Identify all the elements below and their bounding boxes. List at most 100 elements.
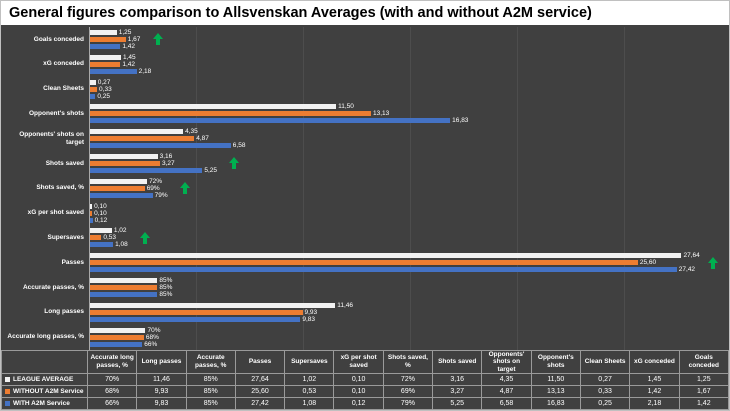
table-cell: 70%	[86, 373, 138, 386]
bar-value-label: 1,45	[123, 53, 136, 61]
chart-title: General figures comparison to Allsvenska…	[1, 1, 729, 25]
bar-with-a2m-service	[90, 93, 96, 99]
bar-league-average	[90, 178, 148, 184]
bar-line: 1,08	[90, 241, 729, 248]
bar-without-a2m-service	[90, 36, 126, 42]
category-label: Accurate long passes, %	[7, 333, 84, 341]
table-cell: 1,42	[629, 385, 680, 398]
bar-value-label: 27,42	[678, 266, 696, 274]
bar-line: 1,45	[90, 53, 729, 61]
table-cell: 85%	[185, 397, 236, 410]
table-row-with-a2m-service: WITH A2M Service 66% 9,83 85% 27,42 1,08 0,12 7…	[1, 397, 729, 410]
chart-category-row: Clean Sheets 0,27 0,33 0,25	[1, 76, 729, 102]
table-cell: 27,64	[234, 373, 286, 386]
table-cell: 0,33	[579, 385, 631, 398]
table-cell: 6,58	[481, 397, 532, 410]
category-bars: 11,46 9,93 9,83	[89, 299, 729, 325]
bar-value-label: 79%	[154, 191, 168, 199]
data-table: Accurate long passes, % Long passes Accura…	[1, 349, 729, 410]
bar-line: 9,93	[90, 309, 729, 316]
bar-line: 69%	[90, 185, 729, 192]
bar-line: 9,83	[90, 315, 729, 323]
table-cell: 68%	[86, 385, 138, 398]
table-cell: 27,42	[234, 397, 286, 410]
table-cell: 0,12	[333, 397, 384, 410]
table-header-row: Accurate long passes, % Long passes Accura…	[1, 349, 729, 375]
category-bars: 1,25 1,67 1,42	[89, 27, 729, 52]
bar-with-a2m-service	[90, 341, 143, 347]
bar-value-label: 72%	[149, 177, 163, 185]
bar-line: 2,18	[90, 67, 729, 75]
bar-chart-plot-area: Goals conceded 1,25 1,67 1,42 xG conceded 1,4…	[1, 25, 729, 350]
chart-category-row: Shots saved, % 72% 69% 79%	[1, 175, 729, 201]
bar-value-label: 11,46	[337, 301, 354, 309]
bar-without-a2m-service	[90, 235, 102, 241]
table-cell: 5,25	[432, 397, 483, 410]
bar-value-label: 85%	[159, 291, 173, 299]
bar-league-average	[90, 104, 337, 110]
bar-without-a2m-service	[90, 136, 195, 142]
table-cell: 85%	[185, 385, 236, 398]
table-row-without-a2m-service: WITHOUT A2M Service 68% 9,93 85% 25,60 0,53 0,…	[1, 385, 729, 398]
table-header-opponents-shots-on-target: Opponents' shots on target	[481, 349, 532, 375]
improvement-arrow-icon	[229, 157, 240, 170]
table-cell: 3,27	[432, 385, 483, 398]
bar-value-label: 0,25	[97, 92, 110, 100]
bar-value-label: 13,13	[372, 110, 390, 118]
category-bars: 72% 69% 79%	[89, 175, 729, 201]
bar-line: 0,27	[90, 78, 729, 86]
category-label: Goals conceded	[33, 35, 84, 43]
bar-line: 13,13	[90, 110, 729, 118]
table-cell: 11,46	[136, 373, 187, 386]
bar-value-label: 0,27	[97, 78, 111, 86]
bar-line: 4,35	[90, 128, 729, 136]
table-cell: 0,10	[333, 373, 384, 386]
table-cell: 1,25	[678, 373, 729, 386]
category-bars: 3,16 3,27 5,25	[89, 151, 729, 176]
table-cell: 16,83	[530, 397, 581, 410]
bar-line: 1,67	[90, 36, 729, 43]
bar-without-a2m-service	[90, 309, 303, 315]
table-header-long-passes: Long passes	[136, 349, 187, 375]
bar-without-a2m-service	[90, 61, 121, 67]
table-cell: 1,67	[678, 385, 729, 398]
bar-line: 27,64	[90, 252, 729, 259]
bar-value-label: 4,87	[196, 135, 209, 143]
bar-line: 1,25	[90, 28, 729, 36]
table-header-clean-sheets: Clean Sheets	[579, 349, 631, 375]
category-label: Accurate passes, %	[22, 283, 84, 291]
chart-category-row: Accurate long passes, % 70% 68% 66%	[1, 324, 729, 350]
table-cell: 25,60	[234, 385, 286, 398]
improvement-arrow-icon	[152, 33, 163, 46]
table-cell: 0,27	[579, 373, 631, 386]
bar-value-label: 1,25	[118, 28, 132, 36]
category-label: Opponents' shots on target	[19, 130, 84, 146]
legend-swatch	[5, 376, 10, 382]
legend-swatch	[5, 400, 10, 406]
chart-category-row: Goals conceded 1,25 1,67 1,42	[1, 27, 729, 52]
bar-with-a2m-service	[90, 316, 301, 322]
bar-line: 3,16	[90, 152, 729, 160]
table-header-xg-per-shot-saved: xG per shot saved	[333, 349, 384, 375]
bar-league-average	[90, 228, 112, 234]
bar-line: 11,46	[90, 301, 729, 309]
table-header-xg-conceded: xG conceded	[629, 349, 680, 375]
bar-league-average	[90, 153, 158, 159]
bar-value-label: 0,53	[103, 234, 116, 242]
table-header-passes: Passes	[234, 349, 286, 375]
bar-without-a2m-service	[90, 210, 93, 216]
bar-with-a2m-service	[90, 143, 231, 149]
bar-line: 0,12	[90, 217, 729, 224]
table-header-opponent-s-shots: Opponent's shots	[530, 349, 581, 375]
bar-line: 68%	[90, 334, 729, 341]
bar-line: 0,33	[90, 86, 729, 93]
bar-value-label: 4,35	[185, 128, 198, 136]
legend-swatch	[5, 388, 10, 394]
bar-value-label: 3,16	[159, 152, 173, 160]
bar-line: 11,50	[90, 103, 729, 110]
bar-without-a2m-service	[90, 334, 144, 340]
bar-value-label: 2,18	[138, 67, 152, 75]
bar-line: 1,02	[90, 227, 729, 234]
bar-value-label: 9,83	[302, 315, 316, 323]
bar-value-label: 25,60	[639, 259, 657, 267]
